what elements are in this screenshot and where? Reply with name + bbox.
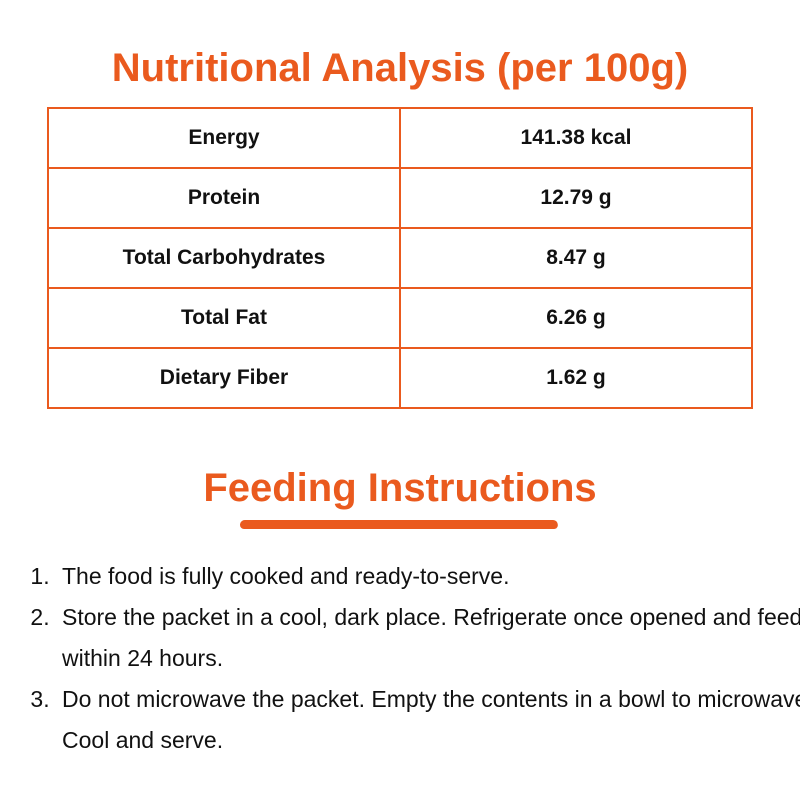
nutrient-label: Dietary Fiber — [47, 347, 401, 409]
nutrient-value: 12.79 g — [399, 167, 753, 229]
feeding-instructions-list: The food is fully cooked and ready-to-se… — [28, 556, 800, 761]
nutrient-value: 8.47 g — [399, 227, 753, 289]
brush-underline — [239, 520, 559, 529]
nutrient-label: Total Fat — [47, 287, 401, 349]
list-item: Store the packet in a cool, dark place. … — [56, 597, 800, 679]
nutrition-title: Nutritional Analysis (per 100g) — [111, 46, 689, 90]
table-row: Total Carbohydrates 8.47 g — [47, 227, 753, 289]
table-row: Total Fat 6.26 g — [47, 287, 753, 349]
nutrient-label: Total Carbohydrates — [47, 227, 401, 289]
nutrient-value: 1.62 g — [399, 347, 753, 409]
list-item: The food is fully cooked and ready-to-se… — [56, 556, 800, 597]
table-row: Dietary Fiber 1.62 g — [47, 347, 753, 409]
list-item: Do not microwave the packet. Empty the c… — [56, 679, 800, 761]
table-row: Protein 12.79 g — [47, 167, 753, 229]
nutrient-value: 6.26 g — [399, 287, 753, 349]
nutrient-label: Energy — [47, 107, 401, 169]
feeding-title: Feeding Instructions — [203, 466, 597, 510]
nutrition-table: Energy 141.38 kcal Protein 12.79 g Total C… — [47, 107, 753, 409]
nutrient-label: Protein — [47, 167, 401, 229]
table-row: Energy 141.38 kcal — [47, 107, 753, 169]
nutrient-value: 141.38 kcal — [399, 107, 753, 169]
